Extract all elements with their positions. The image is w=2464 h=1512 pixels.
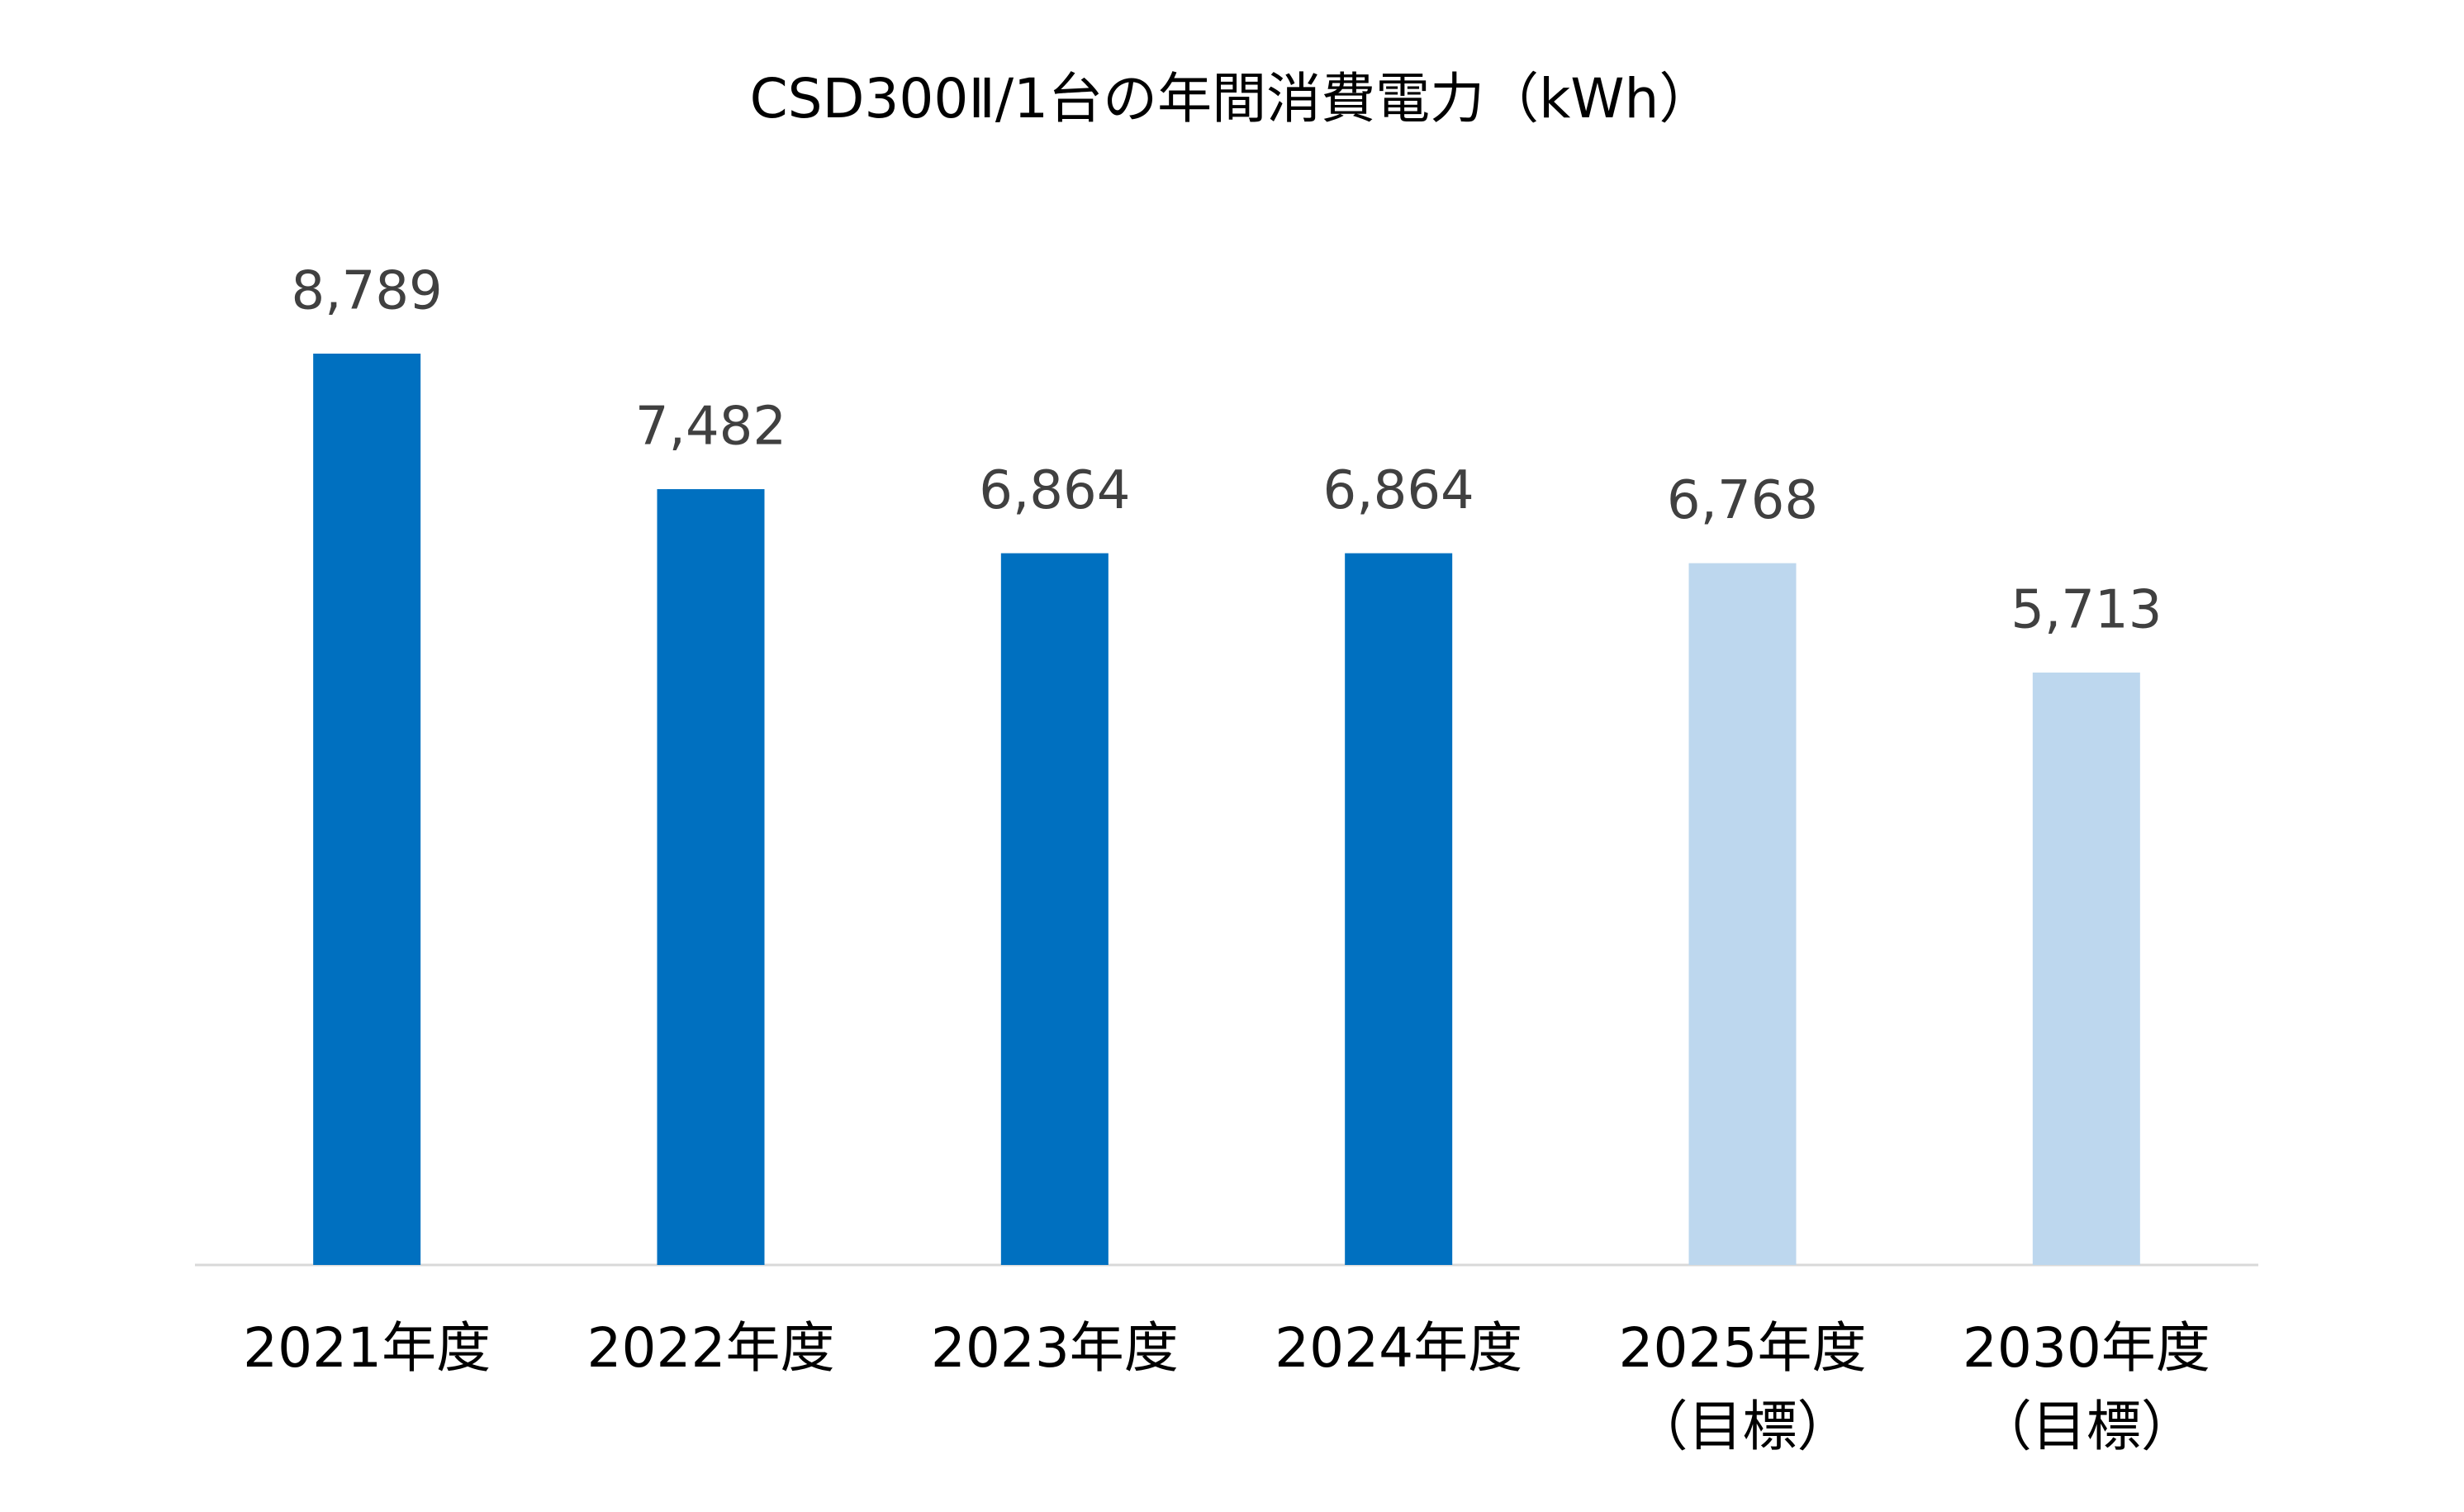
data-label: 6,864 <box>979 460 1130 521</box>
data-label: 6,864 <box>1323 460 1474 521</box>
bar <box>1688 563 1797 1265</box>
x-tick-label: （目標） <box>1977 1395 2196 1458</box>
data-label: 8,789 <box>292 261 443 322</box>
chart-title: CSD300Ⅱ/1台の年間消費電力（kWh） <box>750 67 1714 131</box>
data-label: 6,768 <box>1667 470 1818 531</box>
x-tick-label: 2024年度 <box>1275 1316 1522 1380</box>
data-label: 5,713 <box>2011 580 2162 641</box>
x-tick-label: 2030年度 <box>1963 1316 2210 1380</box>
bar <box>657 489 765 1265</box>
x-tick-label: （目標） <box>1634 1395 1852 1458</box>
bar <box>1000 553 1109 1265</box>
x-tick-label: 2025年度 <box>1619 1316 1867 1380</box>
data-label: 7,482 <box>635 397 786 458</box>
bar <box>2032 673 2140 1265</box>
bar <box>313 354 421 1265</box>
x-tick-label: 2022年度 <box>587 1316 835 1380</box>
bar <box>1345 553 1453 1265</box>
x-tick-label: 2021年度 <box>243 1316 491 1380</box>
x-tick-label: 2023年度 <box>931 1316 1179 1380</box>
